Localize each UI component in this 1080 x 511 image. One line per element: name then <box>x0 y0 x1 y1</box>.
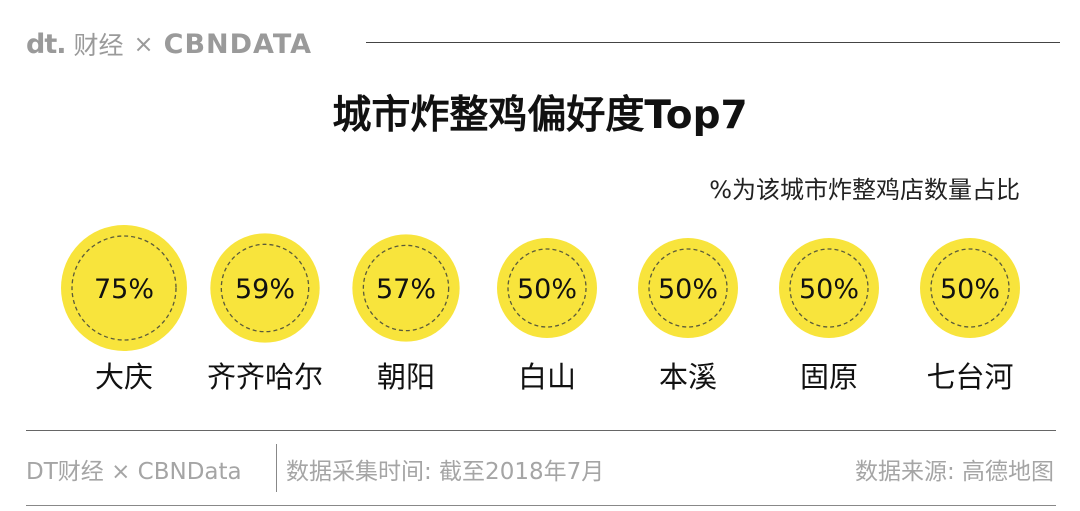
chart-title: 城市炸整鸡偏好度Top7 <box>332 93 748 138</box>
brand-header: dt. 财经 × CBNDATA <box>26 22 1060 62</box>
brand-cross: × <box>133 30 154 58</box>
city-label: 七台河 <box>926 360 1013 394</box>
bubble-value-label: 50% <box>799 274 859 305</box>
footer-credit: DT财经 × CBNData <box>26 459 242 485</box>
footer-separator <box>276 444 277 492</box>
bubble-circle <box>920 238 1020 338</box>
city-label: 朝阳 <box>377 360 435 394</box>
chart-subtitle: %为该城市炸整鸡店数量占比 <box>709 176 1020 204</box>
footer-bottom-rule <box>26 505 1056 506</box>
bubble-circle <box>497 238 597 338</box>
bubble-value-label: 50% <box>517 274 577 305</box>
bubble-value-label: 57% <box>376 274 436 305</box>
bubble-7: 50% 七台河 <box>920 238 1020 394</box>
bubble-circle <box>61 225 187 351</box>
bubble-circle <box>352 234 460 342</box>
bubble-chart: 75% 大庆 59% 齐齐哈尔 57% 朝阳 50% 白山 50% 本溪 50% 固原 50% 七台河 <box>61 225 1020 394</box>
brand-logo: dt. 财经 × CBNDATA <box>26 26 312 62</box>
bubble-3: 57% 朝阳 <box>352 234 460 394</box>
footer-source: 数据来源: 高德地图 <box>854 459 1054 485</box>
bubble-dashed-ring <box>789 248 869 328</box>
dt-logo-cn: 财经 <box>73 31 124 60</box>
bubble-value-label: 59% <box>235 274 295 305</box>
footer-top-rule <box>26 430 1056 431</box>
bubble-circle <box>210 233 320 343</box>
bubble-dashed-ring <box>930 248 1010 328</box>
bubble-value-label: 50% <box>658 274 718 305</box>
bubble-2: 59% 齐齐哈尔 <box>207 233 323 394</box>
bubble-dashed-ring <box>648 248 728 328</box>
bubble-1: 75% 大庆 <box>61 225 187 394</box>
cbndata-logo: CBNDATA <box>163 28 313 60</box>
bubble-dashed-ring <box>71 235 177 341</box>
bubble-dashed-ring <box>507 248 587 328</box>
bubble-dashed-ring <box>362 244 450 332</box>
bubble-5: 50% 本溪 <box>638 238 738 394</box>
city-label: 本溪 <box>659 360 717 394</box>
header-rule <box>366 42 1060 43</box>
bubble-value-label: 50% <box>940 274 1000 305</box>
footer-collection-time: 数据采集时间: 截至2018年7月 <box>286 459 605 485</box>
bubble-6: 50% 固原 <box>779 238 879 394</box>
bubble-4: 50% 白山 <box>497 238 597 394</box>
bubble-dashed-ring <box>220 243 310 333</box>
bubble-circle <box>638 238 738 338</box>
city-label: 齐齐哈尔 <box>207 360 323 394</box>
city-label: 大庆 <box>95 360 153 394</box>
dt-logo: dt. <box>26 28 66 60</box>
city-label: 固原 <box>800 360 858 394</box>
city-label: 白山 <box>518 360 576 394</box>
bubble-circle <box>779 238 879 338</box>
bubble-value-label: 75% <box>94 274 154 305</box>
